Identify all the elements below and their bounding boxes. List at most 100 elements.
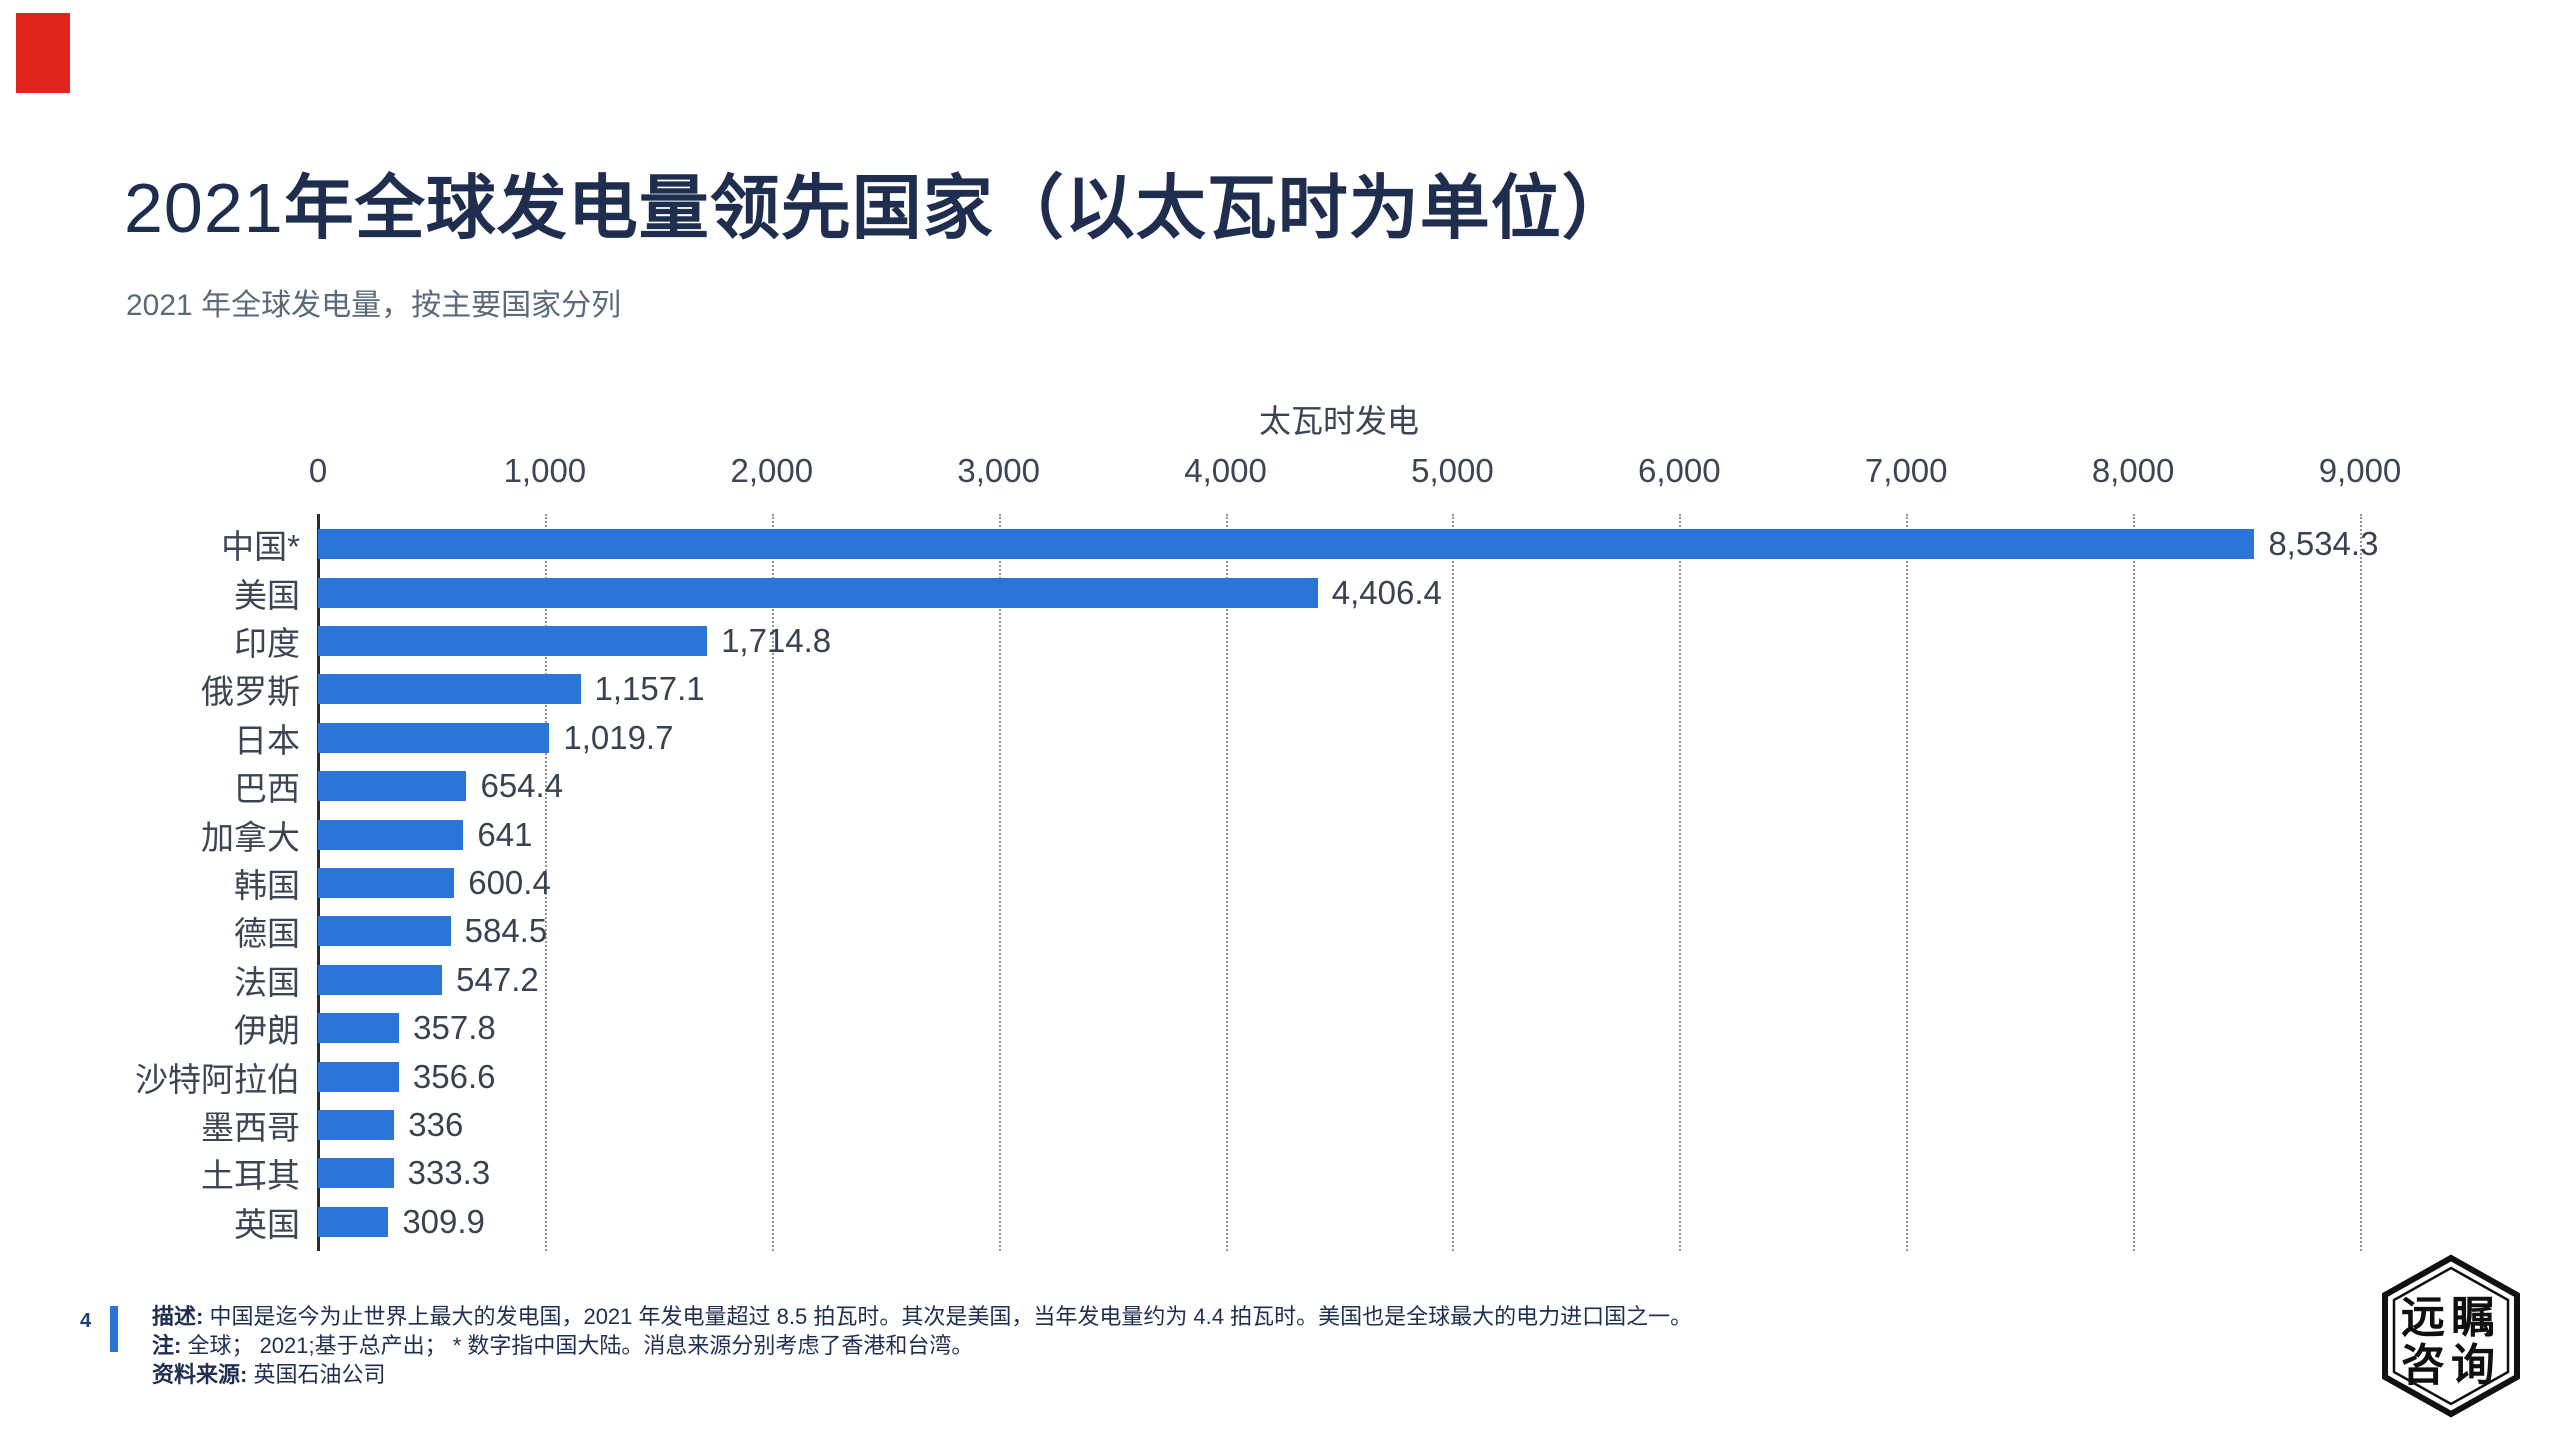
x-axis-title: 太瓦时发电 — [1258, 403, 1419, 439]
bar — [318, 625, 708, 656]
x-tick-label: 4,000 — [1184, 452, 1267, 489]
bar-row: 法国 547.2 — [0, 956, 2559, 1004]
bar-row: 加拿大 641 — [0, 810, 2559, 858]
footer-accent-bar — [110, 1306, 118, 1352]
hexagon-inner-border — [2392, 1266, 2510, 1406]
country-label: 俄罗斯 — [201, 673, 300, 711]
value-label: 8,534.3 — [2268, 525, 2379, 563]
value-label: 357.8 — [413, 1009, 496, 1047]
value-label: 1,714.8 — [721, 621, 832, 659]
bar — [318, 916, 451, 947]
bar — [318, 1061, 399, 1092]
value-label: 547.2 — [456, 960, 539, 998]
red-corner-mark — [16, 13, 70, 93]
country-label: 伊朗 — [234, 1012, 300, 1050]
bar — [318, 577, 1318, 608]
gridline — [1679, 514, 1682, 1251]
gridline — [2133, 514, 2136, 1251]
page-subtitle: 2021 年全球发电量，按主要国家分列 — [126, 289, 622, 322]
gridline — [544, 514, 547, 1251]
footer-description-text: 中国是迄今为止世界上最大的发电国，2021 年发电量超过 8.5 拍瓦时。其次是… — [209, 1304, 1693, 1329]
gridline — [1452, 514, 1455, 1251]
country-label: 印度 — [234, 624, 300, 662]
value-label: 309.9 — [402, 1202, 485, 1240]
value-label: 1,157.1 — [594, 670, 705, 708]
bar — [318, 1158, 394, 1189]
bar — [318, 529, 2255, 560]
gridline — [998, 514, 1001, 1251]
country-label: 墨西哥 — [201, 1108, 300, 1146]
gridline — [1906, 514, 1909, 1251]
value-label: 600.4 — [468, 863, 551, 901]
bar-row: 巴西 654.4 — [0, 762, 2559, 810]
footer-description-label: 描述: — [152, 1304, 204, 1329]
bar-row: 中国* 8,534.3 — [0, 520, 2559, 568]
logo-text-line1: 远瞩 — [2401, 1293, 2501, 1342]
x-tick-label: 9,000 — [2318, 452, 2402, 489]
page-number: 4 — [80, 1310, 92, 1332]
bar-row: 俄罗斯 1,157.1 — [0, 665, 2559, 713]
company-logo: 远瞩 咨询 — [2378, 1254, 2524, 1418]
bar-row: 印度 1,714.8 — [0, 617, 2559, 665]
x-tick-label: 3,000 — [957, 452, 1040, 489]
gridline — [2360, 514, 2362, 1251]
value-label: 1,019.7 — [563, 718, 674, 756]
bar — [318, 867, 455, 898]
logo-text-line2: 咨询 — [2401, 1341, 2501, 1390]
footer-source-text: 英国石油公司 — [253, 1362, 386, 1387]
hexagon-outer-border — [2382, 1254, 2520, 1418]
bar — [318, 964, 443, 995]
country-label: 韩国 — [234, 866, 300, 904]
bar-row: 沙特阿拉伯 356.6 — [0, 1052, 2559, 1100]
footer-note-line: 注: 全球； 2021;基于总产出； * 数字指中国大陆。消息来源分别考虑了香港… — [152, 1331, 2052, 1360]
bar-row: 墨西哥 336 — [0, 1101, 2559, 1149]
footer-description-line: 描述: 中国是迄今为止世界上最大的发电国，2021 年发电量超过 8.5 拍瓦时… — [152, 1302, 2052, 1331]
page-title-text: 年全球发电量领先国家（以太瓦时为单位） — [283, 169, 1633, 247]
country-label: 美国 — [234, 576, 300, 614]
value-label: 654.4 — [480, 767, 564, 805]
page-title-year: 2021 — [124, 169, 284, 247]
x-tick-label: 8,000 — [2091, 452, 2175, 489]
footer-source-line: 资料来源: 英国石油公司 — [152, 1360, 2052, 1389]
bar — [318, 819, 464, 850]
footer-note-text: 全球； 2021;基于总产出； * 数字指中国大陆。消息来源分别考虑了香港和台湾… — [187, 1333, 974, 1358]
bar — [318, 1013, 400, 1044]
x-tick-label: 2,000 — [730, 452, 814, 489]
x-tick-label: 1,000 — [503, 452, 587, 489]
country-label: 英国 — [234, 1205, 300, 1243]
footer-source-label: 资料来源: — [152, 1362, 248, 1387]
bar-row: 日本 1,019.7 — [0, 714, 2559, 762]
value-label: 333.3 — [407, 1154, 491, 1192]
bar — [318, 674, 581, 705]
footer-note-label: 注: — [152, 1333, 182, 1358]
value-label: 641 — [477, 815, 533, 853]
x-tick-label: 0 — [308, 452, 328, 489]
bar-row: 英国 309.9 — [0, 1198, 2559, 1246]
hexagon-logo-graphic: 远瞩 咨询 — [2382, 1254, 2520, 1418]
bar-row: 韩国 600.4 — [0, 859, 2559, 907]
bar — [318, 722, 550, 753]
value-label: 4,406.4 — [1331, 573, 1442, 611]
bar — [318, 771, 467, 802]
bar — [318, 1206, 389, 1237]
x-tick-label: 6,000 — [1638, 452, 1721, 489]
bar-row: 土耳其 333.3 — [0, 1149, 2559, 1197]
country-label: 沙特阿拉伯 — [135, 1060, 300, 1098]
bar-row: 伊朗 357.8 — [0, 1004, 2559, 1052]
country-label: 法国 — [234, 963, 300, 1001]
country-label: 巴西 — [234, 770, 300, 808]
footer-notes: 描述: 中国是迄今为止世界上最大的发电国，2021 年发电量超过 8.5 拍瓦时… — [152, 1302, 2052, 1389]
gridline — [771, 514, 774, 1251]
gridline — [1225, 514, 1228, 1251]
bar-row: 美国 4,406.4 — [0, 568, 2559, 616]
x-tick-label: 5,000 — [1411, 452, 1494, 489]
bar — [318, 1109, 395, 1140]
country-label: 土耳其 — [201, 1157, 300, 1195]
country-label: 日本 — [234, 721, 300, 759]
value-label: 356.6 — [412, 1057, 496, 1095]
value-label: 584.5 — [464, 912, 548, 950]
country-label: 加拿大 — [201, 818, 300, 856]
country-label: 中国* — [221, 528, 300, 566]
bar-row: 德国 584.5 — [0, 907, 2559, 955]
